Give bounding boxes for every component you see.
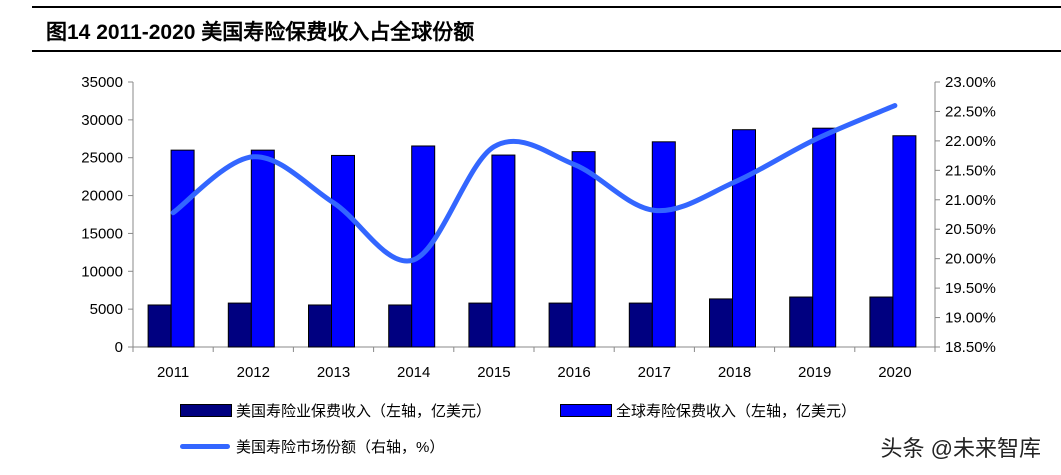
bar-us	[548, 302, 573, 348]
right-tick-label: 19.00%	[945, 310, 996, 327]
legend-swatch	[180, 404, 232, 417]
left-tick-label: 15000	[81, 225, 123, 242]
bar-global	[170, 149, 195, 348]
legend-swatch	[560, 404, 612, 417]
bar-global	[250, 149, 275, 348]
bar-us	[147, 304, 172, 348]
bar-us	[227, 302, 252, 348]
left-tick-label: 0	[115, 339, 123, 356]
x-tick-label: 2011	[157, 364, 189, 381]
left-tick-label: 10000	[81, 263, 123, 280]
x-tick-label: 2020	[878, 364, 911, 381]
bar-us	[628, 302, 653, 348]
bar-us	[388, 304, 413, 348]
legend-label: 美国寿险市场份额（右轴，%）	[236, 439, 445, 456]
legend-item-us: 美国寿险业保费收入（左轴，亿美元）	[180, 400, 491, 421]
x-tick-label: 2013	[317, 364, 350, 381]
left-tick-label: 20000	[81, 188, 123, 205]
bar-us	[468, 302, 493, 348]
legend-item-global: 全球寿险保费收入（左轴，亿美元）	[560, 400, 856, 421]
x-tick-label: 2014	[397, 364, 430, 381]
x-tick-label: 2019	[798, 364, 831, 381]
left-tick-label: 25000	[81, 150, 123, 167]
bar-us	[869, 296, 894, 348]
share-line	[170, 103, 898, 264]
left-tick-label: 35000	[81, 74, 123, 91]
title-rule	[32, 50, 1061, 52]
right-tick-label: 19.50%	[945, 280, 996, 297]
x-tick-label: 2012	[237, 364, 270, 381]
right-tick-label: 20.50%	[945, 221, 996, 238]
right-tick-label: 22.50%	[945, 103, 996, 120]
watermark: 头条 @未来智库	[880, 436, 1041, 461]
bar-global	[331, 154, 355, 348]
bar-global	[812, 127, 837, 348]
bar-global	[411, 145, 436, 348]
right-tick-label: 23.00%	[945, 74, 996, 91]
bar-global	[892, 135, 917, 348]
bar-global	[491, 154, 516, 348]
right-tick-label: 20.00%	[945, 251, 996, 268]
legend-label: 全球寿险保费收入（左轴，亿美元）	[616, 403, 857, 420]
legend-label: 美国寿险业保费收入（左轴，亿美元）	[236, 403, 492, 420]
bar-global	[571, 151, 596, 348]
right-tick-label: 21.50%	[945, 162, 996, 179]
bar-us	[789, 296, 814, 348]
left-tick-label: 5000	[90, 301, 123, 318]
x-tick-label: 2018	[718, 364, 751, 381]
bar-global	[732, 129, 756, 348]
left-tick-label: 30000	[81, 112, 123, 129]
right-tick-label: 21.00%	[945, 192, 996, 209]
x-tick-label: 2017	[638, 364, 671, 381]
x-tick-label: 2016	[557, 364, 590, 381]
right-tick-label: 18.50%	[945, 339, 996, 356]
bar-global	[651, 141, 676, 348]
bar-us	[308, 304, 332, 348]
figure-title: 图14 2011-2020 美国寿险保费收入占全球份额	[46, 21, 475, 44]
top-rule	[32, 6, 1061, 8]
x-tick-label: 2015	[477, 364, 510, 381]
legend-item-share: 美国寿险市场份额（右轴，%）	[180, 436, 444, 457]
right-tick-label: 22.00%	[945, 133, 996, 150]
legend-swatch	[180, 444, 230, 449]
bar-us	[709, 298, 733, 348]
